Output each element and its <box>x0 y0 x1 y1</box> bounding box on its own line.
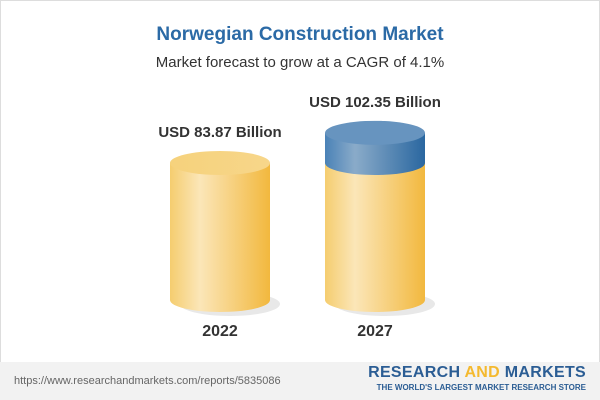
logo: RESEARCH AND MARKETS <box>368 364 586 381</box>
cylinder-top <box>325 120 425 145</box>
source-url[interactable]: https://www.researchandmarkets.com/repor… <box>14 375 281 387</box>
data-label: USD 102.35 Billion <box>309 94 441 111</box>
logo-tagline: THE WORLD'S LARGEST MARKET RESEARCH STOR… <box>376 383 586 392</box>
cylinder-body <box>170 163 270 312</box>
cylinder-body <box>325 132 425 312</box>
chart-subtitle: Market forecast to grow at a CAGR of 4.1… <box>155 54 445 71</box>
growth-band <box>325 132 425 175</box>
data-label: USD 83.87 Billion <box>158 124 281 141</box>
footer <box>0 362 600 400</box>
category-label: 2022 <box>202 323 238 340</box>
cylinder-top <box>170 151 270 175</box>
chart: USD 83.87 Billion 2022 USD 102.35 Billion 2… <box>158 94 441 340</box>
chart-title: Norwegian Construction Market <box>156 24 444 45</box>
category-label: 2027 <box>357 323 393 340</box>
